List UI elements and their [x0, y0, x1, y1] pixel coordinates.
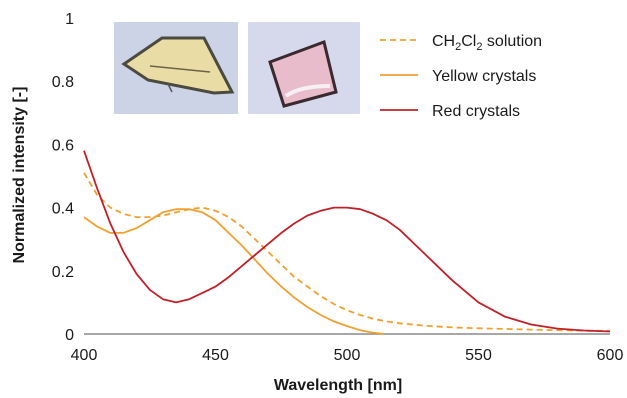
yellow-crystal-mark — [167, 83, 173, 93]
y-tick-label: 0.6 — [52, 137, 74, 154]
series-line-red-crystals — [83, 150, 611, 333]
x-tick-label: 500 — [334, 347, 361, 364]
legend-label-ch2cl2-solution: CH2Cl2 solution — [432, 33, 542, 53]
x-tick-label: 550 — [465, 347, 492, 364]
y-tick-label: 0.4 — [52, 201, 74, 218]
red-crystal-photo — [248, 22, 360, 114]
yellow-crystal-photo — [114, 22, 238, 114]
series-line-yellow-crystals — [83, 208, 384, 335]
y-tick-label: 0.8 — [52, 74, 74, 91]
y-tick-label: 0 — [65, 327, 74, 344]
yellow-crystal-crack — [149, 65, 211, 73]
series-line-ch2cl2-solution — [83, 172, 610, 332]
x-tick-label: 600 — [597, 347, 624, 364]
y-axis-title: Normalized intensity [-] — [11, 87, 28, 264]
red-crystal-shape — [268, 40, 338, 108]
x-tick-labels: 400 450 500 550 600 — [71, 347, 624, 364]
yellow-crystal-shape — [121, 36, 235, 95]
legend: CH2Cl2 solution Yellow crystals Red crys… — [380, 33, 542, 120]
legend-label-red-crystals: Red crystals — [432, 103, 520, 120]
y-tick-label: 1 — [65, 11, 74, 28]
data-series — [83, 150, 611, 335]
legend-label-yellow-crystals: Yellow crystals — [432, 68, 536, 85]
x-axis-title: Wavelength [nm] — [274, 377, 402, 394]
red-crystal-highlight — [284, 84, 331, 98]
y-tick-label: 0.2 — [52, 264, 74, 281]
crystal-photos — [114, 22, 360, 114]
x-tick-label: 400 — [71, 347, 98, 364]
x-tick-label: 450 — [202, 347, 229, 364]
y-tick-labels: 0 0.2 0.4 0.6 0.8 1 — [52, 11, 74, 344]
